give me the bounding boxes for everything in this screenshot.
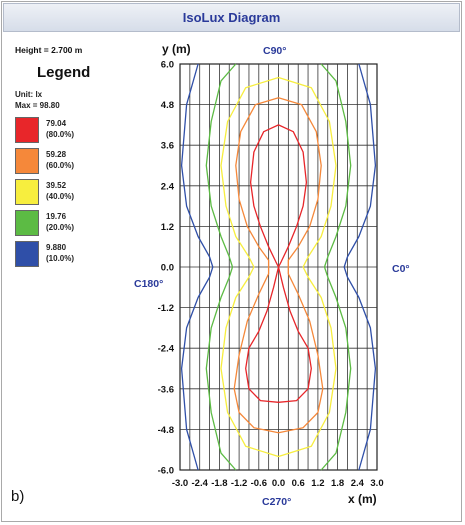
legend-percent: (60.0%): [46, 161, 75, 170]
y-tick-label: 1.2: [161, 222, 174, 233]
legend-percent: (20.0%): [46, 223, 75, 232]
legend-percent: (40.0%): [46, 192, 75, 201]
y-tick-label: -4.8: [158, 425, 174, 436]
y-tick-label: 6.0: [161, 60, 174, 71]
legend-value: 59.28: [46, 150, 67, 159]
panel-label: b): [11, 488, 25, 505]
legend-item-20: 19.76 (20.0%): [15, 210, 125, 236]
isolux-contour-9-880: [343, 63, 377, 471]
window-titlebar: IsoLux Diagram: [3, 3, 460, 32]
isolux-contour-39-52: [220, 76, 337, 458]
legend-swatch: [15, 117, 39, 143]
legend-swatch: [15, 179, 39, 205]
window-title: IsoLux Diagram: [182, 10, 281, 25]
x-tick-label: -0.6: [251, 478, 267, 489]
x-tick-label: 0.6: [292, 478, 305, 489]
legend-swatch: [15, 210, 39, 236]
x-tick-label: 0.0: [272, 478, 285, 489]
legend-value: 19.76: [46, 212, 67, 221]
direction-label-bottom: C270°: [262, 496, 291, 508]
isolux-contour-59-28: [233, 97, 324, 434]
y-axis-title: y (m): [162, 42, 191, 56]
y-tick-label: 0.0: [161, 263, 174, 274]
max-label: Max = 98.80: [15, 101, 60, 110]
legend-percent: (10.0%): [46, 254, 75, 263]
direction-label-right: C0°: [392, 263, 410, 275]
isolux-contour-19-76: [320, 63, 352, 471]
y-tick-label: 4.8: [161, 100, 174, 111]
legend-item-80: 79.04 (80.0%): [15, 117, 125, 143]
x-tick-label: -1.2: [231, 478, 247, 489]
y-tick-label: 3.6: [161, 141, 174, 152]
unit-label: Unit: lx: [15, 90, 43, 99]
isolux-contour-9-880: [180, 63, 214, 471]
x-tick-label: 1.2: [311, 478, 324, 489]
x-tick-label: -1.8: [211, 478, 227, 489]
y-tick-label: -2.4: [158, 344, 175, 355]
x-tick-label: -3.0: [172, 478, 188, 489]
x-axis-title: x (m): [348, 492, 377, 506]
height-label: Height = 2.700 m: [15, 45, 83, 55]
y-tick-label: -1.2: [158, 303, 174, 314]
isolux-contour-19-76: [205, 63, 237, 471]
legend-value: 9.880: [46, 243, 67, 252]
legend-item-10: 9.880 (10.0%): [15, 241, 125, 267]
legend-item-60: 59.28 (60.0%): [15, 148, 125, 174]
y-tick-label: 2.4: [161, 181, 175, 192]
legend-title: Legend: [37, 64, 91, 81]
y-tick-label: -6.0: [158, 466, 174, 477]
legend-value: 39.52: [46, 181, 67, 190]
x-tick-label: 3.0: [370, 478, 383, 489]
legend-swatch: [15, 148, 39, 174]
legend-percent: (80.0%): [46, 130, 75, 139]
direction-label-left: C180°: [134, 278, 163, 290]
x-tick-label: 1.8: [331, 478, 344, 489]
y-tick-label: -3.6: [158, 384, 174, 395]
legend-item-40: 39.52 (40.0%): [15, 179, 125, 205]
legend-value: 79.04: [46, 119, 67, 128]
x-tick-label: 2.4: [351, 478, 365, 489]
x-tick-label: -2.4: [192, 478, 209, 489]
isolux-contour-79-04: [245, 124, 312, 403]
direction-label-top: C90°: [263, 45, 286, 57]
legend-swatch: [15, 241, 39, 267]
